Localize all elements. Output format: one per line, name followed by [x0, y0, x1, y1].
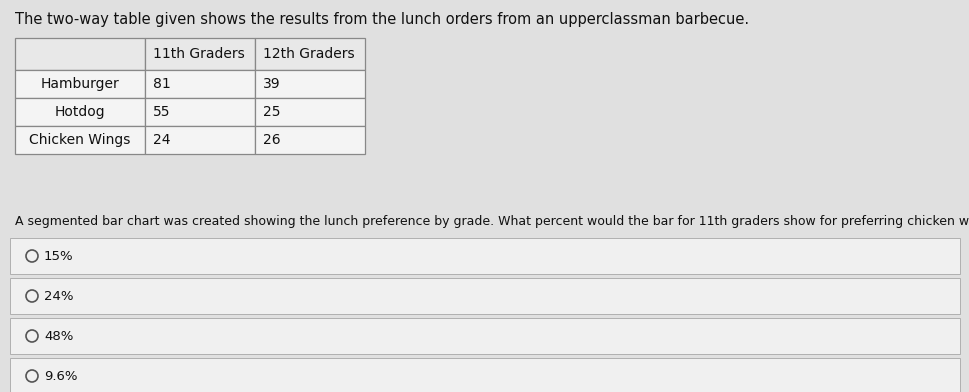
Bar: [15, 126, 144, 154]
Bar: [144, 126, 255, 154]
Bar: [15, 38, 144, 70]
Text: 12th Graders: 12th Graders: [263, 47, 355, 61]
Text: 24: 24: [153, 133, 171, 147]
Text: Hotdog: Hotdog: [54, 105, 106, 119]
Bar: [255, 98, 364, 126]
Text: 25: 25: [263, 105, 280, 119]
Bar: [10, 278, 959, 314]
Text: A segmented bar chart was created showing the lunch preference by grade. What pe: A segmented bar chart was created showin…: [15, 215, 969, 228]
Text: 55: 55: [153, 105, 171, 119]
Text: 9.6%: 9.6%: [44, 370, 78, 383]
Text: 24%: 24%: [44, 290, 74, 303]
Text: 15%: 15%: [44, 249, 74, 263]
Bar: [10, 358, 959, 392]
Text: Hamburger: Hamburger: [41, 77, 119, 91]
Bar: [255, 126, 364, 154]
Text: The two-way table given shows the results from the lunch orders from an uppercla: The two-way table given shows the result…: [15, 12, 748, 27]
Text: 26: 26: [263, 133, 280, 147]
Bar: [15, 98, 144, 126]
Text: 81: 81: [153, 77, 171, 91]
Bar: [10, 238, 959, 274]
Bar: [15, 70, 144, 98]
Bar: [255, 38, 364, 70]
Bar: [144, 38, 255, 70]
Text: 39: 39: [263, 77, 280, 91]
Bar: [10, 318, 959, 354]
Text: Chicken Wings: Chicken Wings: [29, 133, 131, 147]
Bar: [144, 98, 255, 126]
Bar: [144, 70, 255, 98]
Bar: [255, 70, 364, 98]
Text: 11th Graders: 11th Graders: [153, 47, 244, 61]
Text: 48%: 48%: [44, 330, 74, 343]
